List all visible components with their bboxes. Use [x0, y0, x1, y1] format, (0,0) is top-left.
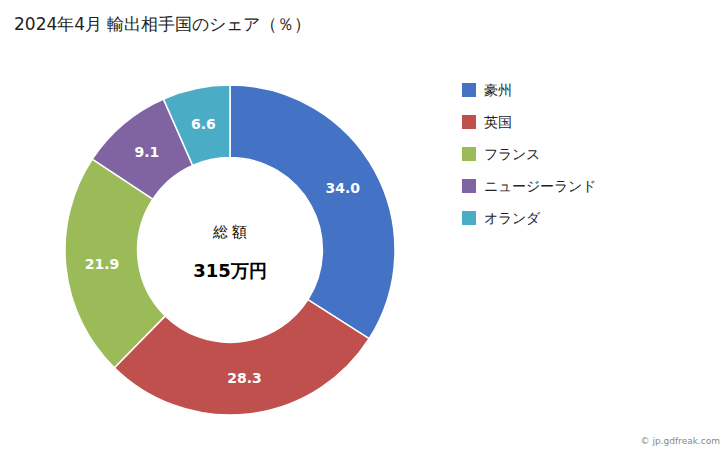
data-label: 28.3	[227, 370, 262, 386]
slices	[65, 85, 395, 415]
legend-entry: オランダ	[484, 210, 541, 226]
center-label: 総 額	[212, 223, 248, 241]
legend: 豪州英国フランスニュージーランドオランダ	[462, 82, 596, 226]
data-labels: 34.0 28.3 21.9 9.1 6.6	[85, 116, 361, 386]
background	[0, 0, 728, 450]
legend-swatch	[462, 83, 476, 97]
slice	[230, 85, 395, 339]
center-label: 315万円	[193, 260, 267, 281]
data-label: 6.6	[191, 116, 216, 132]
legend-swatch	[462, 179, 476, 193]
chart: 2024年4月 輸出相手国のシェア（％） 34.0 28.3 21.9 9.1 6.6 総 …	[0, 0, 728, 450]
legend-entry: フランス	[484, 146, 540, 162]
legend-swatch	[462, 115, 476, 129]
legend-entry: 英国	[484, 114, 512, 130]
slice	[163, 85, 230, 165]
data-label: 21.9	[85, 256, 120, 272]
legend-entry: 豪州	[484, 82, 512, 98]
legend-entry: ニュージーランド	[484, 178, 596, 194]
title: 2024年4月 輸出相手国のシェア（％）	[14, 14, 311, 34]
data-label: 9.1	[135, 144, 160, 160]
legend-swatch	[462, 211, 476, 225]
legend-swatch	[462, 147, 476, 161]
watermark: © jp.gdfreak.com	[641, 436, 720, 446]
data-label: 34.0	[326, 180, 361, 196]
